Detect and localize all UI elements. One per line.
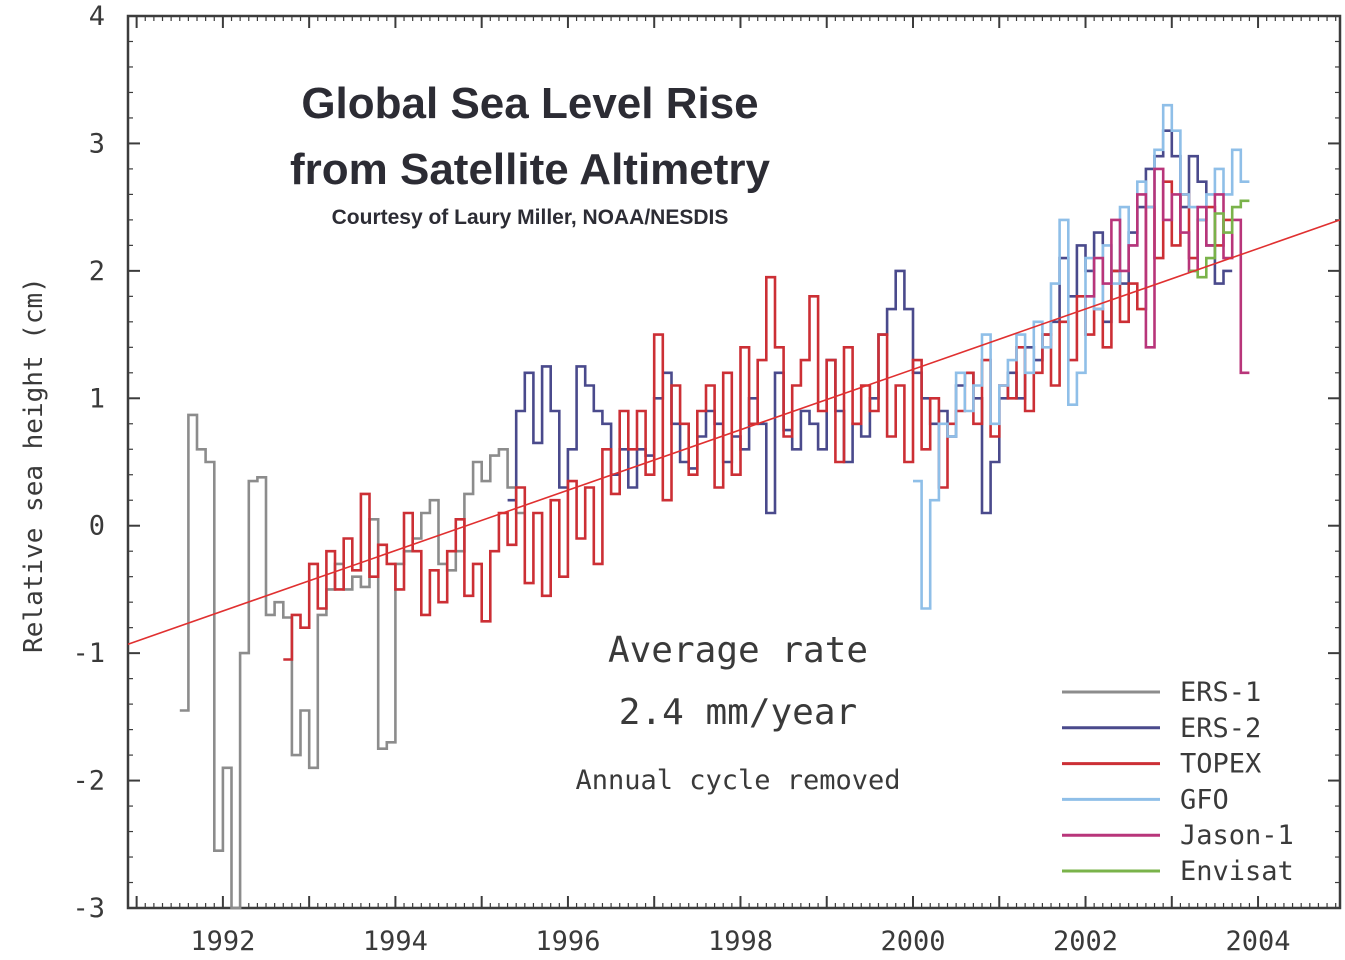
- annotation-rate-label: Average rate: [608, 630, 868, 671]
- chart-title-line1: Global Sea Level Rise: [301, 79, 758, 128]
- y-tick-label: 3: [89, 128, 105, 159]
- annotation-note: Annual cycle removed: [575, 765, 900, 796]
- axis-tick-labels: 1992 1994 1996 1998 2000 2002 2004 -3 -2 -1 0 1 2 3 4: [72, 1, 1290, 957]
- y-tick-label: 4: [89, 1, 105, 32]
- y-tick-label: -3: [72, 893, 105, 924]
- series-line-gfo: [913, 103, 1250, 610]
- x-tick-label: 1994: [363, 926, 428, 957]
- legend-label-ers-2: ERS-2: [1180, 713, 1261, 744]
- x-tick-label: 1992: [190, 926, 255, 957]
- x-tick-label: 2002: [1053, 926, 1118, 957]
- series-line-jason-1: [1085, 167, 1250, 375]
- series-line-envisat: [1189, 199, 1250, 279]
- y-tick-label: -2: [72, 766, 105, 797]
- y-axis-label: Relative sea height (cm): [19, 277, 49, 653]
- annotation-rate-value: 2.4 mm/year: [619, 692, 857, 733]
- chart-subtitle: Courtesy of Laury Miller, NOAA/NESDIS: [332, 206, 729, 229]
- legend-label-ers-1: ERS-1: [1180, 677, 1261, 708]
- y-tick-label: -1: [72, 638, 105, 669]
- series-layer: [179, 103, 1250, 910]
- legend: ERS-1 ERS-2 TOPEX GFO Jason-1 Envisat: [1062, 677, 1294, 887]
- plot-frame: [126, 14, 1342, 910]
- y-tick-label: 0: [89, 511, 105, 542]
- legend-label-envisat: Envisat: [1180, 856, 1294, 887]
- trend-line: [127, 219, 1341, 645]
- legend-label-topex: TOPEX: [1180, 749, 1261, 780]
- y-tick-label: 2: [89, 256, 105, 287]
- x-tick-label: 1998: [708, 926, 773, 957]
- x-tick-label: 2000: [880, 926, 945, 957]
- y-tick-label: 1: [89, 383, 105, 414]
- axis-ticks: [127, 15, 1340, 909]
- series-line-topex: [283, 180, 1233, 661]
- x-tick-label: 2004: [1226, 926, 1291, 957]
- chart-title-line2: from Satellite Altimetry: [290, 145, 771, 194]
- legend-label-jason-1: Jason-1: [1180, 820, 1294, 851]
- legend-label-gfo: GFO: [1180, 784, 1229, 815]
- x-tick-label: 1996: [535, 926, 600, 957]
- series-line-ers-1: [179, 413, 525, 910]
